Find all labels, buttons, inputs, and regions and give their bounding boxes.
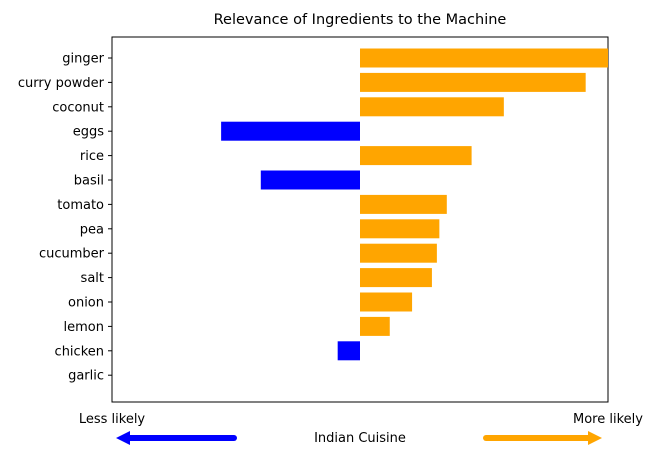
more-likely-arrow (483, 431, 602, 445)
bar-eggs (221, 121, 360, 141)
bar-tomato (360, 194, 447, 214)
chart-title: Relevance of Ingredients to the Machine (214, 12, 507, 28)
bar-onion (360, 292, 413, 312)
bar-rice (360, 146, 472, 166)
right-axis-label: More likely (573, 412, 643, 427)
bar-chicken (337, 341, 360, 361)
less-likely-arrow (116, 431, 237, 445)
y-tick-label-garlic: garlic (68, 369, 104, 384)
y-tick-label-rice: rice (80, 149, 104, 164)
bar-cucumber (360, 243, 437, 263)
cuisine-label: Indian Cuisine (314, 431, 406, 446)
category-labels: ginger curry powder coconut eggs rice basil to… (18, 52, 112, 384)
y-tick-label-pea: pea (80, 222, 104, 237)
left-axis-label: Less likely (79, 412, 146, 427)
bar-salt (360, 268, 432, 288)
bar-pea (360, 219, 440, 239)
y-tick-label-cucumber: cucumber (39, 247, 105, 262)
y-tick-label-chicken: chicken (55, 344, 104, 359)
y-tick-label-lemon: lemon (64, 320, 104, 335)
bars-layer (221, 48, 608, 361)
y-tick-label-ginger: ginger (62, 52, 104, 67)
bar-curry-powder (360, 72, 586, 92)
y-tick-label-basil: basil (74, 174, 104, 189)
bar-ginger (360, 48, 608, 68)
bar-lemon (360, 316, 390, 336)
y-tick-label-onion: onion (68, 296, 104, 311)
y-tick-label-tomato: tomato (57, 198, 104, 213)
y-tick-label-curry-powder: curry powder (18, 76, 105, 91)
y-tick-label-salt: salt (81, 271, 104, 286)
y-tick-label-eggs: eggs (73, 125, 105, 140)
plot-frame (111, 36, 609, 403)
bar-coconut (360, 97, 504, 117)
bar-basil (260, 170, 360, 190)
y-tick-label-coconut: coconut (52, 100, 104, 115)
